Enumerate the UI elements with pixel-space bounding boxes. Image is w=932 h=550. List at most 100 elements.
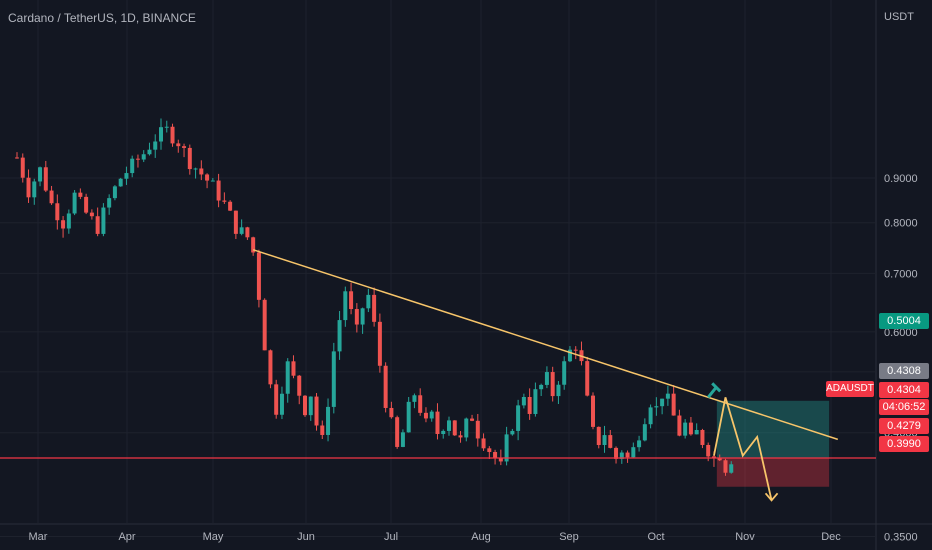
candle-body: [665, 393, 670, 399]
x-tick-label: Dec: [821, 531, 841, 543]
candle-body: [648, 407, 653, 425]
candle-body: [112, 186, 117, 199]
candle-body: [130, 158, 135, 174]
candle-body: [389, 407, 394, 418]
projection-path[interactable]: [713, 397, 773, 501]
candle-body: [458, 435, 463, 438]
y-tick-label: 0.6000: [884, 327, 918, 339]
candle-body: [614, 447, 619, 459]
candle-body: [544, 372, 549, 385]
candle-body: [170, 126, 175, 144]
candle-body: [343, 291, 348, 321]
candle-body: [228, 201, 233, 211]
candle-body: [441, 430, 446, 435]
loss-zone[interactable]: [716, 457, 830, 487]
candle-body: [619, 452, 624, 459]
x-tick-label: Mar: [29, 531, 48, 543]
candle-body: [239, 227, 244, 234]
candle-body: [320, 425, 325, 435]
candle-body: [470, 418, 475, 421]
candle-body: [521, 396, 526, 406]
x-tick-label: Jul: [384, 531, 398, 543]
candle-body: [210, 180, 215, 182]
candle-body: [377, 321, 382, 366]
candle-body: [706, 444, 711, 457]
candle-body: [717, 457, 722, 461]
candle-body: [527, 396, 532, 414]
countdown-badge: 04:06:52: [879, 399, 929, 415]
price-axis[interactable]: USDT0.90000.80000.70000.60000.54000.4600…: [884, 11, 918, 543]
candle-body: [285, 361, 290, 394]
hammer-icon: [707, 382, 722, 399]
candle-body: [164, 126, 169, 128]
descending-trendline[interactable]: [252, 249, 839, 441]
position-zones: [716, 400, 830, 487]
candle-body: [688, 422, 693, 435]
symbol-badge: ADAUSDT: [826, 381, 874, 397]
candle-body: [360, 308, 365, 325]
x-tick-label: Sep: [559, 531, 579, 543]
y-tick-label: 0.9000: [884, 173, 918, 185]
candle-body: [291, 361, 296, 376]
candle-body: [464, 418, 469, 438]
candle-body: [205, 174, 210, 181]
candle-body: [660, 398, 665, 407]
candle-body: [631, 447, 636, 458]
entry-price-badge: 0.4308: [879, 363, 929, 379]
candle-body: [101, 207, 106, 234]
candle-body: [539, 384, 544, 390]
last-price-badge: 0.4304: [879, 382, 929, 398]
candle-body: [510, 430, 515, 435]
candle-body: [61, 220, 66, 229]
candle-body: [107, 198, 112, 208]
candle-body: [596, 426, 601, 446]
candle-body: [372, 294, 377, 322]
candle-body: [147, 149, 152, 155]
candle-body: [573, 349, 578, 351]
low-price-badge: 0.4279: [879, 418, 929, 434]
candle-body: [84, 196, 89, 213]
candle-body: [38, 167, 43, 182]
x-tick-label: Oct: [647, 531, 664, 543]
candle-body: [118, 178, 123, 187]
candle-body: [711, 456, 716, 458]
candle-body: [591, 395, 595, 427]
candle-body: [625, 452, 630, 458]
candle-body: [245, 227, 250, 238]
profit-zone[interactable]: [716, 400, 830, 458]
candle-body: [383, 365, 388, 408]
candle-body: [452, 420, 457, 436]
candle-body: [637, 440, 642, 448]
y-tick-label: 0.7000: [884, 268, 918, 280]
candle-body: [331, 351, 336, 407]
candle-body: [366, 294, 371, 309]
candle-body: [400, 432, 405, 447]
candle-body: [124, 173, 129, 179]
candle-body: [562, 361, 567, 385]
candle-body: [15, 157, 19, 159]
candle-body: [20, 157, 25, 178]
candle-body: [487, 448, 492, 452]
candle-body: [585, 361, 590, 396]
candle-body: [493, 451, 498, 459]
candle-body: [498, 458, 503, 462]
candle-body: [256, 252, 261, 300]
candle-body: [447, 420, 451, 431]
candle-body: [153, 141, 158, 150]
candle-body: [435, 411, 440, 435]
candle-body: [268, 350, 273, 385]
x-tick-label: May: [203, 531, 224, 543]
candle-body: [481, 438, 486, 449]
candle-body: [608, 435, 613, 448]
candle-body: [418, 395, 423, 413]
candle-body: [406, 401, 411, 433]
candle-body: [412, 395, 417, 402]
candle-body: [683, 422, 688, 436]
candle-body: [395, 417, 400, 447]
candle-body: [187, 147, 192, 170]
time-axis[interactable]: Mar Apr May Jun Jul Aug Sep Oct Nov Dec: [29, 531, 842, 543]
candle-body: [199, 168, 204, 175]
candle-body: [55, 203, 60, 221]
